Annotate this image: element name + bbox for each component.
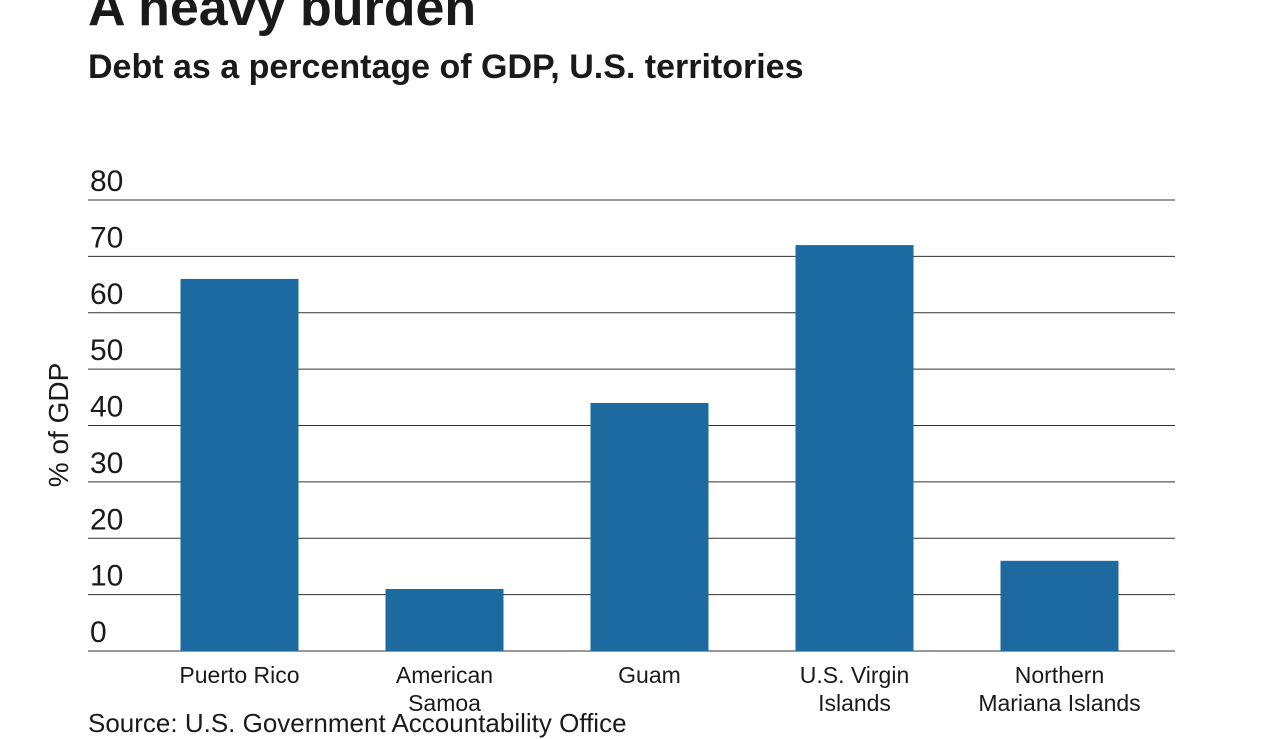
y-tick-labels: 0 10 20 30 40 50 60 70 80	[90, 165, 123, 649]
y-tick-label: 60	[90, 278, 123, 311]
bar-chart: 0 10 20 30 40 50 60 70 80 Puerto Rico AmericanSam…	[43, 165, 1175, 716]
bars	[180, 245, 1119, 651]
category-label: Northern	[1015, 662, 1104, 688]
y-axis-label: % of GDP	[43, 363, 74, 487]
bar	[180, 278, 299, 651]
y-tick-label: 0	[90, 616, 107, 649]
y-tick-label: 80	[90, 165, 123, 198]
category-label: Samoa	[408, 690, 481, 716]
source-note: Source: U.S. Government Accountability O…	[88, 708, 627, 738]
category-label: Mariana Islands	[978, 690, 1140, 716]
category-label: Islands	[818, 690, 891, 716]
y-tick-label: 50	[90, 334, 123, 367]
bar	[385, 588, 504, 651]
y-tick-label: 40	[90, 391, 123, 424]
category-label: American	[396, 662, 493, 688]
bar	[795, 245, 914, 651]
y-tick-label: 20	[90, 503, 123, 536]
chart-title: A heavy burden	[88, 0, 477, 37]
y-tick-label: 10	[90, 560, 123, 593]
category-label: U.S. Virgin	[800, 662, 910, 688]
category-label: Guam	[618, 662, 681, 688]
bar	[590, 402, 709, 651]
chart-subtitle: Debt as a percentage of GDP, U.S. territ…	[88, 48, 804, 86]
category-label: Puerto Rico	[179, 662, 299, 688]
y-tick-label: 70	[90, 221, 123, 254]
bar	[1000, 560, 1119, 651]
y-tick-label: 30	[90, 447, 123, 480]
